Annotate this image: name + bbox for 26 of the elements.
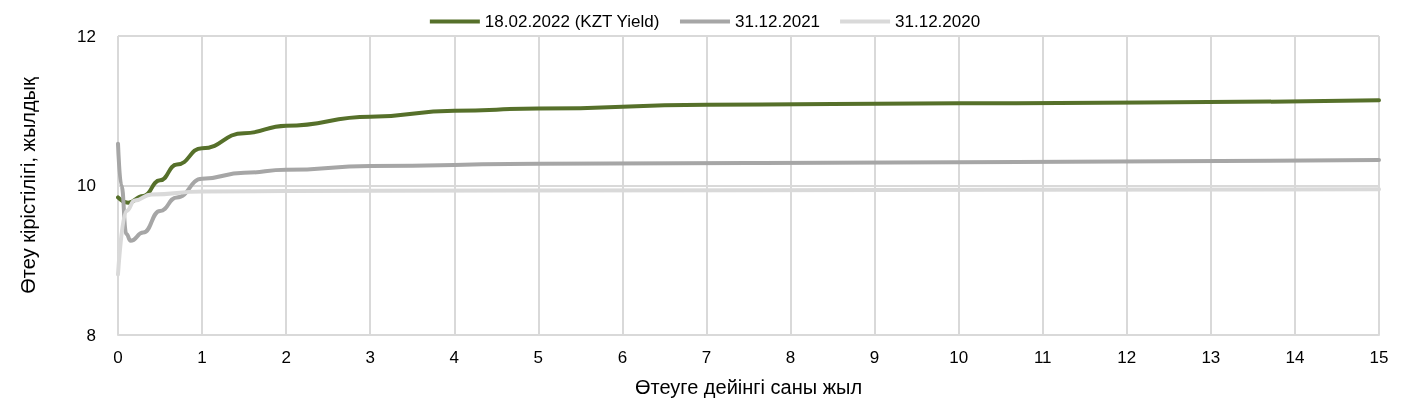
x-tick-label: 15 — [1369, 348, 1389, 367]
legend-label: 31.12.2020 — [895, 12, 981, 31]
x-tick-label: 1 — [197, 348, 207, 367]
x-tick-label: 4 — [449, 348, 459, 367]
x-tick-label: 7 — [701, 348, 712, 367]
x-tick-label: 14 — [1285, 348, 1305, 367]
x-tick-label: 2 — [281, 348, 291, 367]
line-series — [116, 98, 1381, 205]
x-tick-label: 5 — [533, 348, 544, 367]
x-tick-label: 13 — [1201, 348, 1221, 367]
x-tick-label: 8 — [785, 348, 796, 367]
x-tick-label: 10 — [949, 348, 969, 367]
x-tick-label: 9 — [869, 348, 880, 367]
x-tick-label: 0 — [113, 348, 123, 367]
y-tick-label: 12 — [77, 26, 96, 46]
y-tick-label: 8 — [86, 325, 96, 345]
x-tick-label: 6 — [617, 348, 628, 367]
line-series — [116, 141, 1381, 243]
legend-label: 18.02.2022 (KZT Yield) — [484, 12, 660, 31]
x-tick-label: 12 — [1117, 348, 1137, 367]
y-axis-title: Өтеу кірістілігі, жылдық — [17, 77, 39, 294]
x-axis-title: Өтеуге дейінгі саны жыл — [634, 376, 863, 398]
y-tick-label: 10 — [77, 176, 96, 195]
x-tick-label: 3 — [365, 348, 375, 367]
x-tick-label: 11 — [1033, 348, 1052, 367]
legend-label: 31.12.2021 — [734, 12, 821, 31]
